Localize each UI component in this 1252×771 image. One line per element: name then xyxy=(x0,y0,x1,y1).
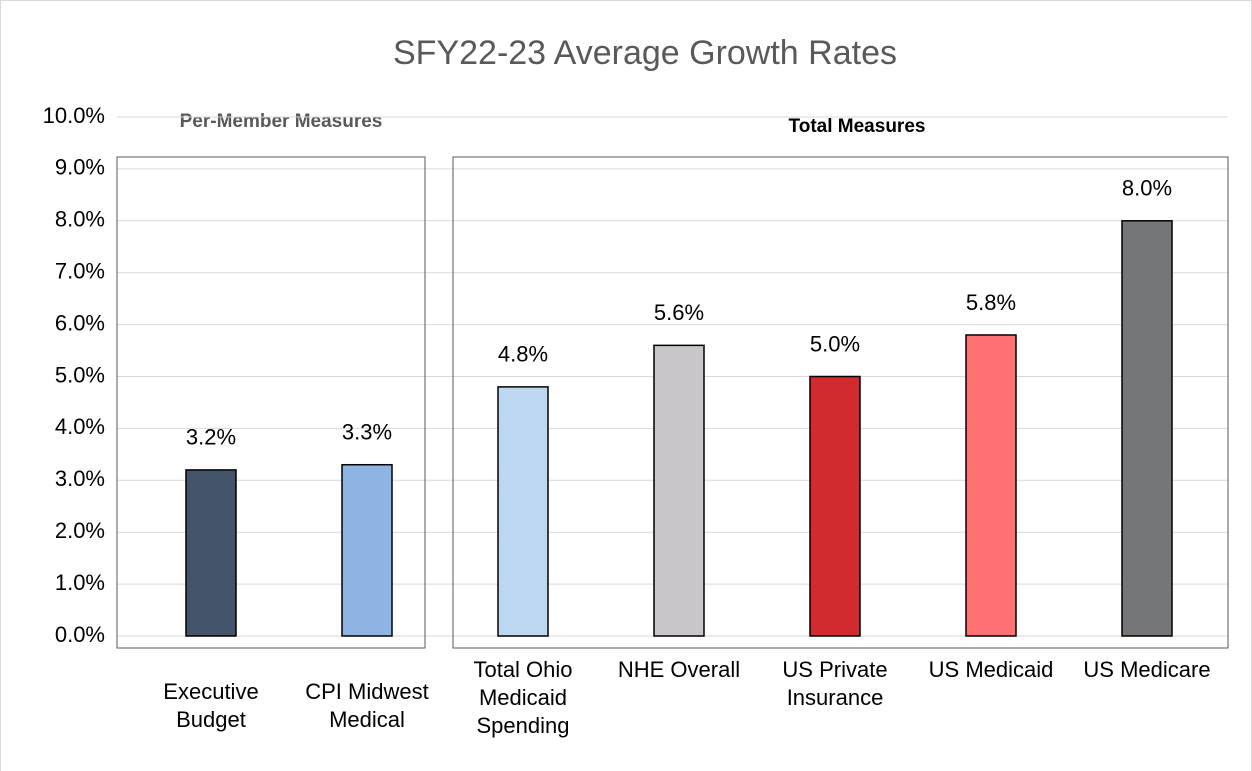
data-label: 3.2% xyxy=(186,425,236,450)
data-label: 5.8% xyxy=(966,290,1016,315)
bar xyxy=(809,375,861,637)
bar xyxy=(653,344,705,637)
data-label: 5.0% xyxy=(810,331,860,356)
x-tick-label: Executive Budget xyxy=(163,679,259,732)
x-tick-label: CPI Midwest Medical xyxy=(305,679,429,732)
group-label: Total Measures xyxy=(789,116,926,137)
x-tick-label: US Medicaid xyxy=(928,657,1054,682)
y-tick-label: 1.0% xyxy=(55,570,105,595)
chart-title: SFY22-23 Average Growth Rates xyxy=(393,34,897,72)
y-tick-label: 10.0% xyxy=(43,103,105,128)
y-tick-label: 0.0% xyxy=(55,622,105,647)
x-tick-label: NHE Overall xyxy=(617,657,741,682)
data-label: 3.3% xyxy=(342,420,392,445)
data-label: 8.0% xyxy=(1122,176,1172,201)
group-box xyxy=(452,156,1229,649)
bar xyxy=(185,469,237,637)
x-tick-label: US Private Insurance xyxy=(782,657,888,710)
group-label: Per-Member Measures xyxy=(180,111,383,132)
data-label: 5.6% xyxy=(654,300,704,325)
x-tick-label: Total Ohio Medicaid Spending xyxy=(473,657,573,738)
bar xyxy=(1121,220,1173,637)
x-tick-label: US Medicare xyxy=(1083,657,1211,682)
y-tick-label: 5.0% xyxy=(55,362,105,387)
y-tick-label: 3.0% xyxy=(55,466,105,491)
data-label: 4.8% xyxy=(498,342,548,367)
y-tick-label: 8.0% xyxy=(55,207,105,232)
y-tick-label: 2.0% xyxy=(55,518,105,543)
bar xyxy=(497,386,549,637)
bar xyxy=(965,334,1017,637)
bar xyxy=(341,463,393,637)
y-tick-label: 6.0% xyxy=(55,310,105,335)
y-tick-label: 7.0% xyxy=(55,259,105,284)
group-box xyxy=(116,156,426,649)
y-tick-label: 4.0% xyxy=(55,414,105,439)
y-tick-label: 9.0% xyxy=(55,155,105,180)
